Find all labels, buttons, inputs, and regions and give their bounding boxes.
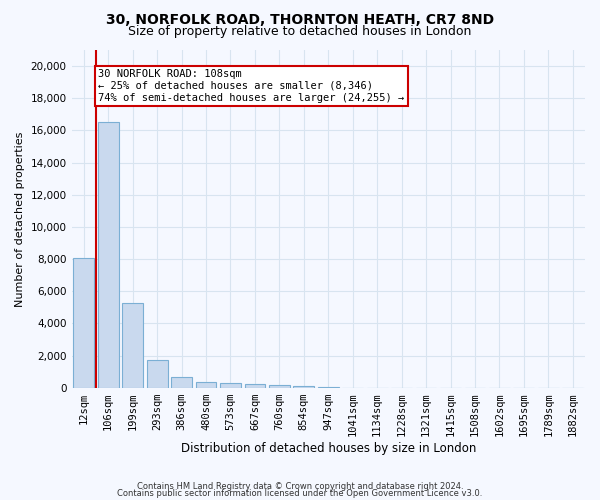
Bar: [122, 302, 143, 388]
Bar: [245, 384, 265, 388]
Text: 30 NORFOLK ROAD: 108sqm
← 25% of detached houses are smaller (8,346)
74% of semi: 30 NORFOLK ROAD: 108sqm ← 25% of detache…: [98, 70, 404, 102]
Bar: [269, 385, 290, 388]
Y-axis label: Number of detached properties: Number of detached properties: [15, 131, 25, 306]
Bar: [98, 122, 119, 388]
Bar: [171, 378, 192, 388]
Bar: [147, 360, 167, 388]
Bar: [318, 387, 338, 388]
Bar: [293, 386, 314, 388]
Text: 30, NORFOLK ROAD, THORNTON HEATH, CR7 8ND: 30, NORFOLK ROAD, THORNTON HEATH, CR7 8N…: [106, 12, 494, 26]
Bar: [220, 384, 241, 388]
Text: Contains public sector information licensed under the Open Government Licence v3: Contains public sector information licen…: [118, 489, 482, 498]
Text: Size of property relative to detached houses in London: Size of property relative to detached ho…: [128, 25, 472, 38]
Text: Contains HM Land Registry data © Crown copyright and database right 2024.: Contains HM Land Registry data © Crown c…: [137, 482, 463, 491]
Bar: [196, 382, 217, 388]
X-axis label: Distribution of detached houses by size in London: Distribution of detached houses by size …: [181, 442, 476, 455]
Bar: [73, 258, 94, 388]
